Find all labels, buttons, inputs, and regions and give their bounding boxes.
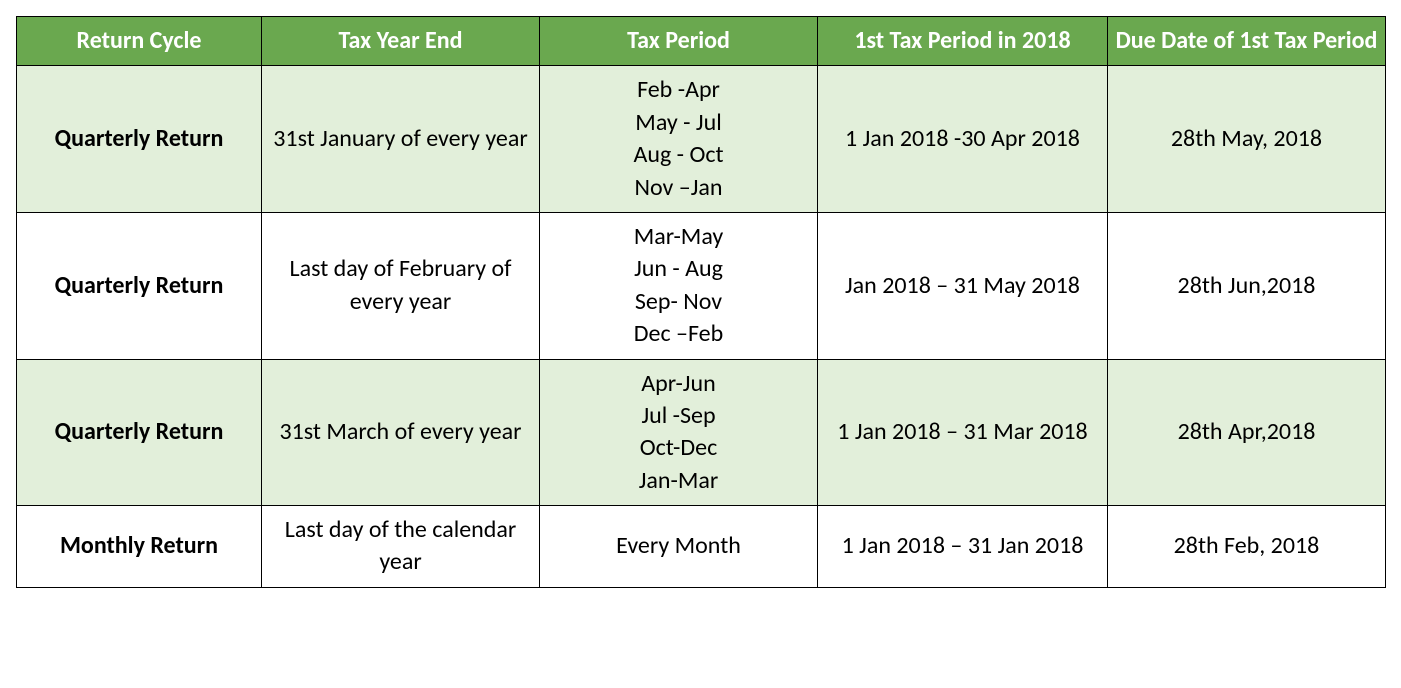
cell-first-period: 1 Jan 2018 -30 Apr 2018 [818, 66, 1108, 213]
cell-tax-period: Mar-MayJun - AugSep- NovDec –Feb [540, 212, 818, 359]
table-row: Monthly ReturnLast day of the calendar y… [17, 506, 1386, 588]
header-return-cycle: Return Cycle [17, 17, 262, 66]
cell-tax-year-end: Last day of February of every year [262, 212, 540, 359]
cell-return-cycle: Quarterly Return [17, 66, 262, 213]
cell-tax-year-end: 31st January of every year [262, 66, 540, 213]
header-tax-year-end: Tax Year End [262, 17, 540, 66]
cell-first-period: 1 Jan 2018 – 31 Jan 2018 [818, 506, 1108, 588]
cell-due-date: 28th May, 2018 [1108, 66, 1386, 213]
cell-tax-year-end: Last day of the calendar year [262, 506, 540, 588]
tax-return-table: Return Cycle Tax Year End Tax Period 1st… [16, 16, 1386, 588]
cell-first-period: Jan 2018 – 31 May 2018 [818, 212, 1108, 359]
cell-return-cycle: Quarterly Return [17, 359, 262, 506]
cell-due-date: 28th Apr,2018 [1108, 359, 1386, 506]
table-row: Quarterly Return31st March of every year… [17, 359, 1386, 506]
table-row: Quarterly Return31st January of every ye… [17, 66, 1386, 213]
cell-tax-period: Apr-JunJul -SepOct-DecJan-Mar [540, 359, 818, 506]
table-header: Return Cycle Tax Year End Tax Period 1st… [17, 17, 1386, 66]
header-tax-period: Tax Period [540, 17, 818, 66]
cell-return-cycle: Quarterly Return [17, 212, 262, 359]
cell-due-date: 28th Feb, 2018 [1108, 506, 1386, 588]
header-first-period: 1st Tax Period in 2018 [818, 17, 1108, 66]
table-row: Quarterly ReturnLast day of February of … [17, 212, 1386, 359]
cell-tax-year-end: 31st March of every year [262, 359, 540, 506]
header-due-date: Due Date of 1st Tax Period [1108, 17, 1386, 66]
cell-return-cycle: Monthly Return [17, 506, 262, 588]
cell-tax-period: Feb -AprMay - JulAug - OctNov –Jan [540, 66, 818, 213]
table-body: Quarterly Return31st January of every ye… [17, 66, 1386, 587]
cell-due-date: 28th Jun,2018 [1108, 212, 1386, 359]
cell-tax-period: Every Month [540, 506, 818, 588]
cell-first-period: 1 Jan 2018 – 31 Mar 2018 [818, 359, 1108, 506]
